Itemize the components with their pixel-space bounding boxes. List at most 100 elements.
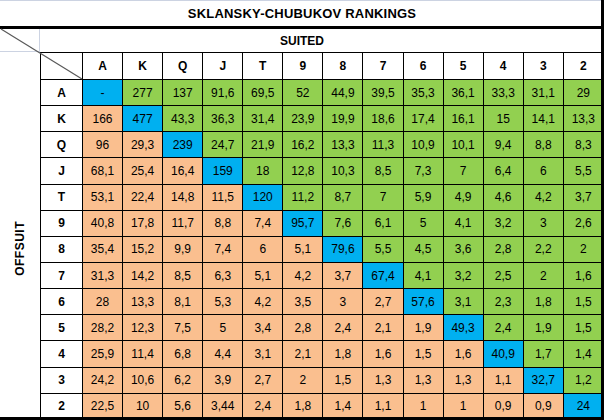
cell-A5-suited: 36,1 <box>443 80 483 106</box>
cell-8Q-offsuit: 9,9 <box>163 236 203 262</box>
cell-3T-offsuit: 2,7 <box>243 367 283 393</box>
col-header-2: 2 <box>563 53 603 80</box>
cell-56-offsuit: 1,9 <box>403 315 443 341</box>
cell-29-offsuit: 1,8 <box>283 393 323 419</box>
col-header-9: 9 <box>283 53 323 80</box>
cell-83-suited: 2,2 <box>523 236 563 262</box>
cell-3J-offsuit: 3,9 <box>203 367 243 393</box>
cell-76-suited: 4,1 <box>403 262 443 288</box>
cell-37-offsuit: 1,3 <box>363 367 403 393</box>
table-row-8: 835,415,29,97,465,179,65,54,53,62,82,22 <box>41 236 604 262</box>
cell-22-pair: 24 <box>563 393 603 419</box>
col-header-J: J <box>203 53 243 80</box>
cell-TA-offsuit: 53,1 <box>83 184 123 210</box>
cell-32-suited: 1,2 <box>563 367 603 393</box>
offsuit-axis-strip: OFFSUIT <box>0 79 40 417</box>
cell-Q4-suited: 9,4 <box>483 132 523 158</box>
table-row-2: 222,5105,63,442,41,81,41,1110,90,924 <box>41 393 604 419</box>
table-row-J: J68,125,416,41591812,810,38,57,376,465,5 <box>41 158 604 184</box>
cell-KT-suited: 31,4 <box>243 106 283 132</box>
cell-8T-offsuit: 6 <box>243 236 283 262</box>
cell-7J-offsuit: 6,3 <box>203 262 243 288</box>
rankings-grid: AKQJT98765432 A-27713791,669,55244,939,5… <box>40 52 604 420</box>
cell-62-suited: 1,5 <box>563 289 603 315</box>
cell-8A-offsuit: 35,4 <box>83 236 123 262</box>
cell-K4-suited: 15 <box>483 106 523 132</box>
cell-6Q-offsuit: 8,1 <box>163 289 203 315</box>
row-header-Q: Q <box>41 132 83 158</box>
table-row-6: 62813,38,15,34,23,532,757,63,12,31,81,5 <box>41 289 604 315</box>
cell-26-offsuit: 1 <box>403 393 443 419</box>
cell-95-suited: 4,1 <box>443 210 483 236</box>
cell-74-suited: 2,5 <box>483 262 523 288</box>
cell-KJ-suited: 36,3 <box>203 106 243 132</box>
row-header-4: 4 <box>41 341 83 367</box>
cell-44-pair: 40,9 <box>483 341 523 367</box>
cell-3A-offsuit: 24,2 <box>83 367 123 393</box>
cell-Q5-suited: 10,1 <box>443 132 483 158</box>
cell-69-offsuit: 3,5 <box>283 289 323 315</box>
corner-cell <box>41 53 83 80</box>
cell-2A-offsuit: 22,5 <box>83 393 123 419</box>
left-strip-gridline-v <box>39 29 40 52</box>
cell-93-suited: 3 <box>523 210 563 236</box>
cell-JK-offsuit: 25,4 <box>123 158 163 184</box>
cell-39-offsuit: 2 <box>283 367 323 393</box>
page-title: SKLANSKY-CHUBUKOV RANKINGS <box>0 0 604 29</box>
row-header-2: 2 <box>41 393 83 419</box>
cell-7A-offsuit: 31,3 <box>83 262 123 288</box>
cell-82-suited: 2 <box>563 236 603 262</box>
cell-A3-suited: 31,1 <box>523 80 563 106</box>
cell-35-offsuit: 1,3 <box>443 367 483 393</box>
cell-2T-offsuit: 2,4 <box>243 393 283 419</box>
cell-A6-suited: 35,3 <box>403 80 443 106</box>
cell-94-suited: 3,2 <box>483 210 523 236</box>
cell-72-suited: 1,6 <box>563 262 603 288</box>
cell-KQ-suited: 43,3 <box>163 106 203 132</box>
cell-Q8-suited: 13,3 <box>323 132 363 158</box>
cell-2J-offsuit: 3,44 <box>203 393 243 419</box>
cell-9A-offsuit: 40,8 <box>83 210 123 236</box>
cell-4T-offsuit: 3,1 <box>243 341 283 367</box>
cell-J6-suited: 7,3 <box>403 158 443 184</box>
cell-6J-offsuit: 5,3 <box>203 289 243 315</box>
cell-K5-suited: 16,1 <box>443 106 483 132</box>
row-header-K: K <box>41 106 83 132</box>
cell-QA-offsuit: 96 <box>83 132 123 158</box>
cell-T2-suited: 3,7 <box>563 184 603 210</box>
cell-43-suited: 1,7 <box>523 341 563 367</box>
cell-77-pair: 67,4 <box>363 262 403 288</box>
table-row-7: 731,314,28,56,35,14,23,767,44,13,22,521,… <box>41 262 604 288</box>
cell-K8-suited: 19,9 <box>323 106 363 132</box>
cell-K2-suited: 13,3 <box>563 106 603 132</box>
col-header-A: A <box>83 53 123 80</box>
cell-Q7-suited: 11,3 <box>363 132 403 158</box>
cell-58-offsuit: 2,4 <box>323 315 363 341</box>
cell-28-offsuit: 1,4 <box>323 393 363 419</box>
cell-QJ-suited: 24,7 <box>203 132 243 158</box>
cell-86-suited: 4,5 <box>403 236 443 262</box>
cell-J4-suited: 6,4 <box>483 158 523 184</box>
cell-57-offsuit: 2,1 <box>363 315 403 341</box>
cell-47-offsuit: 1,6 <box>363 341 403 367</box>
cell-AA-pair: - <box>83 80 123 106</box>
cell-73-suited: 2 <box>523 262 563 288</box>
cell-45-offsuit: 1,6 <box>443 341 483 367</box>
cell-Q2-suited: 8,3 <box>563 132 603 158</box>
cell-J7-suited: 8,5 <box>363 158 403 184</box>
cell-A2-suited: 29 <box>563 80 603 106</box>
cell-3Q-offsuit: 6,2 <box>163 367 203 393</box>
cell-52-suited: 1,5 <box>563 315 603 341</box>
cell-89-offsuit: 5,1 <box>283 236 323 262</box>
row-header-A: A <box>41 80 83 106</box>
cell-9K-offsuit: 17,8 <box>123 210 163 236</box>
cell-TQ-offsuit: 14,8 <box>163 184 203 210</box>
cell-7Q-offsuit: 8,5 <box>163 262 203 288</box>
row-header-J: J <box>41 158 83 184</box>
cell-33-pair: 32,7 <box>523 367 563 393</box>
cell-K6-suited: 17,4 <box>403 106 443 132</box>
offsuit-axis-label: OFFSUIT <box>13 221 27 276</box>
cell-4Q-offsuit: 6,8 <box>163 341 203 367</box>
cell-9T-offsuit: 7,4 <box>243 210 283 236</box>
cell-A4-suited: 33,3 <box>483 80 523 106</box>
